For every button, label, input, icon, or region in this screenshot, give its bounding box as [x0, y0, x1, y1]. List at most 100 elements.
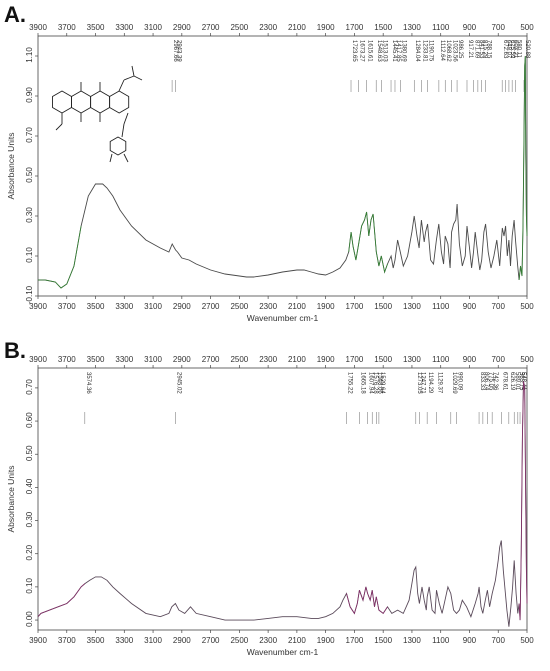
x-tick-label-top: 2900 — [173, 23, 191, 32]
peak-label: 841.53 — [478, 40, 484, 59]
sugar-ring — [109, 136, 127, 156]
peak-label: 1513.03 — [381, 40, 387, 62]
peak-label: 1529.64 — [379, 372, 385, 394]
x-tick-label: 2100 — [288, 636, 306, 645]
bond — [123, 153, 129, 163]
bond — [55, 123, 63, 131]
x-tick-label: 3300 — [115, 302, 133, 311]
y-tick-label: 0.20 — [25, 544, 34, 560]
y-tick-label: -0.10 — [25, 285, 34, 304]
y-tick-label: 0.70 — [25, 127, 34, 143]
x-tick-label: 3500 — [87, 302, 105, 311]
peak-label: 917.21 — [467, 40, 473, 59]
x-tick-label: 3300 — [115, 636, 133, 645]
peak-label: 626.19 — [509, 372, 515, 391]
plot-frame — [37, 35, 528, 297]
x-tick-label-top: 3300 — [115, 23, 133, 32]
bond — [131, 65, 135, 77]
y-tick-label: 0.10 — [25, 247, 34, 263]
x-tick-label: 1500 — [374, 302, 392, 311]
peak-label: 990.09 — [457, 372, 463, 391]
bond — [123, 112, 129, 125]
x-tick-label-top: 1700 — [346, 23, 364, 32]
peak-label: 1233.81 — [421, 40, 427, 62]
peak-label: 1445.41 — [391, 40, 397, 62]
x-tick-label: 1300 — [403, 636, 421, 645]
x-tick-label-top: 2300 — [259, 355, 277, 364]
x-tick-label-top: 1500 — [374, 23, 392, 32]
peak-label: 1380.69 — [400, 40, 406, 62]
x-tick-label: 2900 — [173, 302, 191, 311]
peak-label: 625.59 — [509, 40, 515, 59]
x-tick-label: 2500 — [230, 302, 248, 311]
x-tick-label: 1900 — [317, 636, 335, 645]
peak-label: 806.74 — [483, 372, 489, 391]
bond — [118, 79, 125, 92]
x-tick-label-top: 2100 — [288, 23, 306, 32]
x-tick-label: 1700 — [346, 636, 364, 645]
bond — [121, 123, 125, 138]
x-tick-label-top: 1300 — [403, 355, 421, 364]
peak-label: 649.07 — [506, 40, 512, 59]
peak-label: 3574.36 — [85, 372, 91, 394]
x-tick-label: 2900 — [173, 636, 191, 645]
y-tick-label: 0.30 — [25, 207, 34, 223]
x-tick-label: 700 — [492, 636, 506, 645]
x-tick-label: 2700 — [202, 636, 220, 645]
x-tick-label-top: 3100 — [144, 23, 162, 32]
spectrum-noise — [38, 55, 528, 289]
peak-label: 871.69 — [474, 40, 480, 59]
peak-label: 1129.37 — [436, 372, 442, 394]
peak-label: 1284.04 — [414, 40, 420, 62]
x-tick-label-top: 2100 — [288, 355, 306, 364]
peak-label: 1607.94 — [368, 372, 374, 394]
peak-label: 603.21 — [512, 40, 518, 59]
peak-label: 672.63 — [502, 40, 508, 59]
x-tick-label: 3100 — [144, 302, 162, 311]
x-tick-label-top: 2900 — [173, 355, 191, 364]
x-tick-label: 2100 — [288, 302, 306, 311]
panel-a-label: A. — [4, 2, 26, 27]
x-tick-label: 3900 — [29, 636, 47, 645]
x-tick-label-top: 1500 — [374, 355, 392, 364]
peak-label: 678.61 — [501, 372, 507, 391]
x-tick-label: 2500 — [230, 636, 248, 645]
y-tick-label: 0.10 — [25, 578, 34, 594]
y-tick-label: 0.50 — [25, 445, 34, 461]
x-tick-label: 2700 — [202, 302, 220, 311]
x-tick-label: 1300 — [403, 302, 421, 311]
spectrum-line — [37, 381, 528, 627]
x-tick-label: 1500 — [374, 636, 392, 645]
x-tick-label-top: 1300 — [403, 23, 421, 32]
ring — [90, 90, 111, 114]
x-tick-label: 3900 — [29, 302, 47, 311]
x-tick-label: 3500 — [87, 636, 105, 645]
peak-label: 1273.05 — [416, 372, 422, 394]
x-tick-label: 1100 — [432, 302, 450, 311]
peak-label: 1755.22 — [346, 372, 352, 394]
ring — [52, 90, 72, 114]
x-tick-label-top: 3700 — [58, 355, 76, 364]
x-tick-label: 500 — [520, 302, 534, 311]
peak-label: 815.29 — [482, 40, 488, 59]
x-tick-label: 900 — [463, 302, 477, 311]
y-tick-label: 0.30 — [25, 511, 34, 527]
spectrum-chart-b: 3900 3900 3700 3700 3500 3500 3300 3300 3100 3100… — [6, 355, 534, 657]
x-tick-label-top: 900 — [463, 355, 477, 364]
peak-label: 1023.56 — [452, 40, 458, 62]
peak-label: 1665.18 — [359, 372, 365, 394]
peak-label: 1112.64 — [439, 40, 445, 61]
x-tick-label-top: 1100 — [432, 23, 450, 32]
peak-label: 563.75 — [518, 372, 524, 391]
ring — [109, 90, 130, 114]
x-tick-label-top: 3900 — [29, 355, 47, 364]
x-tick-label-top: 2500 — [230, 355, 248, 364]
peak-label: 2943.39 — [176, 40, 182, 62]
peak-label: 1615.61 — [367, 40, 373, 62]
x-tick-label: 500 — [520, 636, 534, 645]
peak-label: 986.25 — [457, 40, 463, 59]
peak-label: 2967.66 — [172, 40, 178, 62]
x-tick-label-top: 1100 — [432, 355, 450, 364]
peak-label: 520.88 — [524, 40, 530, 59]
peak-label: 1068.62 — [445, 40, 451, 62]
